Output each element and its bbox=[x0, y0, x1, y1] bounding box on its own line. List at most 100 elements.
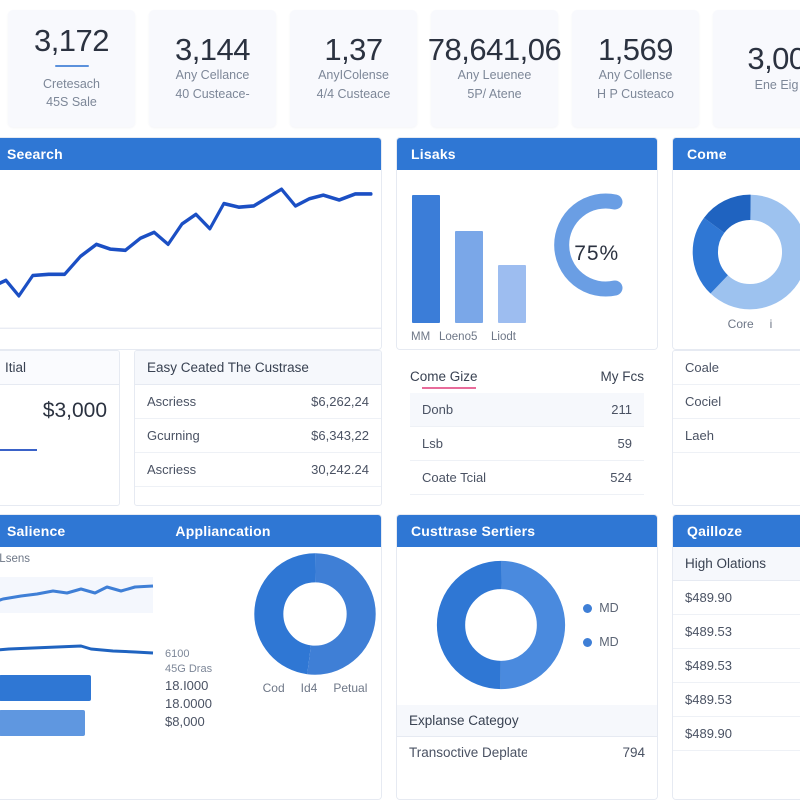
kpi-card[interactable]: 3,172 Cretesach 45S Sale bbox=[8, 10, 135, 127]
table-row[interactable]: $489.90 bbox=[673, 716, 800, 751]
table-row[interactable]: Transoctive Deplate 794 bbox=[397, 737, 657, 769]
kpi-value: 3,144 bbox=[174, 31, 251, 67]
table-header-itial: Itial bbox=[0, 351, 119, 386]
come-chart-body: Core i bbox=[673, 169, 800, 350]
table-row[interactable]: Donb 211 bbox=[410, 393, 644, 428]
row-value: $6,343,22 bbox=[258, 418, 381, 454]
panel-custtrase: Custtrase Sertiers MD MD bbox=[396, 514, 658, 800]
table-header-easy: Easy Ceated The Custrase bbox=[135, 351, 381, 386]
kpi-card[interactable]: 3,00 Ene Eig bbox=[713, 10, 800, 127]
row-label: Laeh bbox=[673, 418, 750, 454]
custtrase-body: MD MD Explanse Categoy bbox=[397, 547, 657, 799]
row-cell-empty bbox=[785, 682, 800, 717]
lisaks-chart-body: MM Loeno5 Liodt bbox=[397, 169, 657, 350]
legend-label: MD bbox=[599, 635, 619, 649]
row-value-empty bbox=[750, 418, 800, 454]
value-label-1b: 18.I000 bbox=[165, 677, 209, 693]
kpi-label-line2: H P Custeaco bbox=[597, 86, 674, 101]
panel-row-bottom: Salience Appliancation isLsens bbox=[0, 514, 800, 800]
legend-item[interactable]: MD bbox=[583, 601, 619, 615]
sparkline-label: isLsens bbox=[0, 553, 30, 565]
bar-liodt[interactable] bbox=[497, 265, 526, 324]
kpi-label-line1: Ene Eig bbox=[754, 77, 799, 92]
salience-charts: isLsens bbox=[0, 547, 165, 799]
legend-dot-icon bbox=[583, 637, 593, 647]
row-value: $489.53 bbox=[673, 614, 785, 649]
panel-title-search: Seearch bbox=[0, 137, 381, 170]
bar-mm[interactable] bbox=[412, 195, 441, 324]
table-row[interactable]: $489.53 bbox=[673, 682, 800, 717]
row-cell-empty bbox=[785, 716, 800, 751]
row-value: 59 bbox=[527, 426, 644, 462]
kpi-value: 1,569 bbox=[597, 31, 674, 67]
row-value: 30,242.24 bbox=[258, 452, 381, 488]
bar-column[interactable]: Liodt bbox=[491, 170, 526, 343]
row-value-empty bbox=[750, 384, 800, 420]
panel-title-salience: Salience bbox=[7, 523, 66, 539]
row-label: Transoctive Deplate bbox=[409, 745, 527, 760]
value-label-3: $8,000 bbox=[165, 713, 205, 729]
row-label: Ascriess bbox=[135, 452, 258, 488]
explanse-table: Explanse Categoy Transoctive Deplate 794 bbox=[397, 705, 657, 768]
table-row[interactable]: Laeh bbox=[673, 418, 800, 454]
row-value: $489.90 bbox=[673, 580, 785, 615]
table-row[interactable]: Lsb 59 bbox=[410, 426, 644, 462]
kpi-label-line2: 4/4 Custeace bbox=[316, 86, 391, 101]
table-row[interactable]: Ascriess $6,262,24 bbox=[135, 384, 381, 420]
kpi-value: 3,172 bbox=[33, 23, 110, 59]
bar-column[interactable]: MM bbox=[411, 170, 441, 343]
table-row[interactable]: $489.53 bbox=[673, 648, 800, 683]
sparkline-chart bbox=[0, 577, 154, 655]
panel-come: Come Core i bbox=[672, 136, 800, 351]
table-come-gize: Come Gize My Fcs Donb 211 Lsb 59 Coate T… bbox=[396, 350, 658, 506]
bar-loeno5[interactable] bbox=[454, 231, 483, 324]
table-header-my-fcs: My Fcs bbox=[600, 369, 645, 385]
table-row[interactable]: $489.90 bbox=[673, 580, 800, 615]
kpi-card[interactable]: 1,37 AnyIColense 4/4 Custeace bbox=[290, 10, 417, 127]
table-row[interactable]: Ascriess 30,242.24 bbox=[135, 452, 381, 488]
salience-value-labels: 6100 45G Dras 18.I000 18.0000 $8,000 bbox=[165, 547, 249, 799]
bar-label: Loeno5 bbox=[439, 331, 478, 344]
donut-chart-custtrase bbox=[437, 560, 566, 690]
kpi-value: 3,00 bbox=[747, 40, 800, 76]
row-value: $489.90 bbox=[673, 716, 785, 751]
hbar-secondary[interactable] bbox=[0, 710, 85, 736]
row-cell-empty bbox=[785, 580, 800, 615]
kpi-card[interactable]: 78,641,06 Any Leuenee 5P/ Atene bbox=[427, 10, 562, 127]
value-label-2: 18.0000 bbox=[165, 695, 212, 711]
row-cell-empty bbox=[785, 648, 800, 683]
panel-lisaks: Lisaks MM Loeno5 Liod bbox=[396, 136, 658, 351]
row-value: $489.53 bbox=[673, 648, 785, 683]
appliancation-chart: Cod Id4 Petual bbox=[249, 547, 381, 799]
table-header-row: Easy Ceated The Custrase bbox=[135, 351, 381, 386]
kpi-card[interactable]: 3,144 Any Cellance 40 Custeace- bbox=[149, 10, 276, 127]
table-row[interactable]: $489.53 bbox=[673, 614, 800, 649]
panel-row-middle: Seearch 2021 2020 2020 2020 2020 Lisaks bbox=[0, 136, 800, 351]
row-value: 211 bbox=[527, 393, 644, 428]
kpi-value: 78,641,06 bbox=[427, 31, 562, 67]
row-label: Lsb bbox=[410, 426, 527, 462]
table-row[interactable]: Gcurning $6,343,22 bbox=[135, 418, 381, 454]
legend-label: Core bbox=[727, 316, 754, 331]
bar-chart-lisaks: MM Loeno5 Liodt bbox=[405, 170, 533, 346]
panel-title-come: Come bbox=[673, 137, 800, 170]
table-header-explanse: Explanse Categoy bbox=[397, 705, 657, 737]
table-row[interactable]: Coale bbox=[673, 351, 800, 386]
table-header-row: High Olations bbox=[673, 547, 800, 581]
kpi-label-line1: AnyIColense bbox=[318, 68, 389, 83]
panel-salience: Salience Appliancation isLsens bbox=[0, 514, 382, 800]
kpi-card[interactable]: 1,569 Any Collense H P Custeaco bbox=[572, 10, 699, 127]
donut-legend-custtrase: MD MD bbox=[583, 601, 619, 649]
table-row[interactable]: Cociel bbox=[673, 384, 800, 420]
table-row[interactable]: Coate Tcial 524 bbox=[410, 460, 644, 496]
kpi-label-line1: Any Collense bbox=[598, 68, 673, 83]
hbar-primary[interactable] bbox=[0, 675, 91, 701]
legend-label: MD bbox=[599, 601, 619, 615]
legend-dot-icon bbox=[583, 603, 593, 613]
legend-item[interactable]: MD bbox=[583, 635, 619, 649]
mid-table-strip: Itial $3,000 Easy Ceated The Custrase As… bbox=[0, 350, 800, 506]
table-header-row: Come Gize My Fcs bbox=[410, 360, 644, 393]
bar-column[interactable]: Loeno5 bbox=[439, 170, 483, 343]
gauge-chart: 75% bbox=[533, 170, 651, 346]
